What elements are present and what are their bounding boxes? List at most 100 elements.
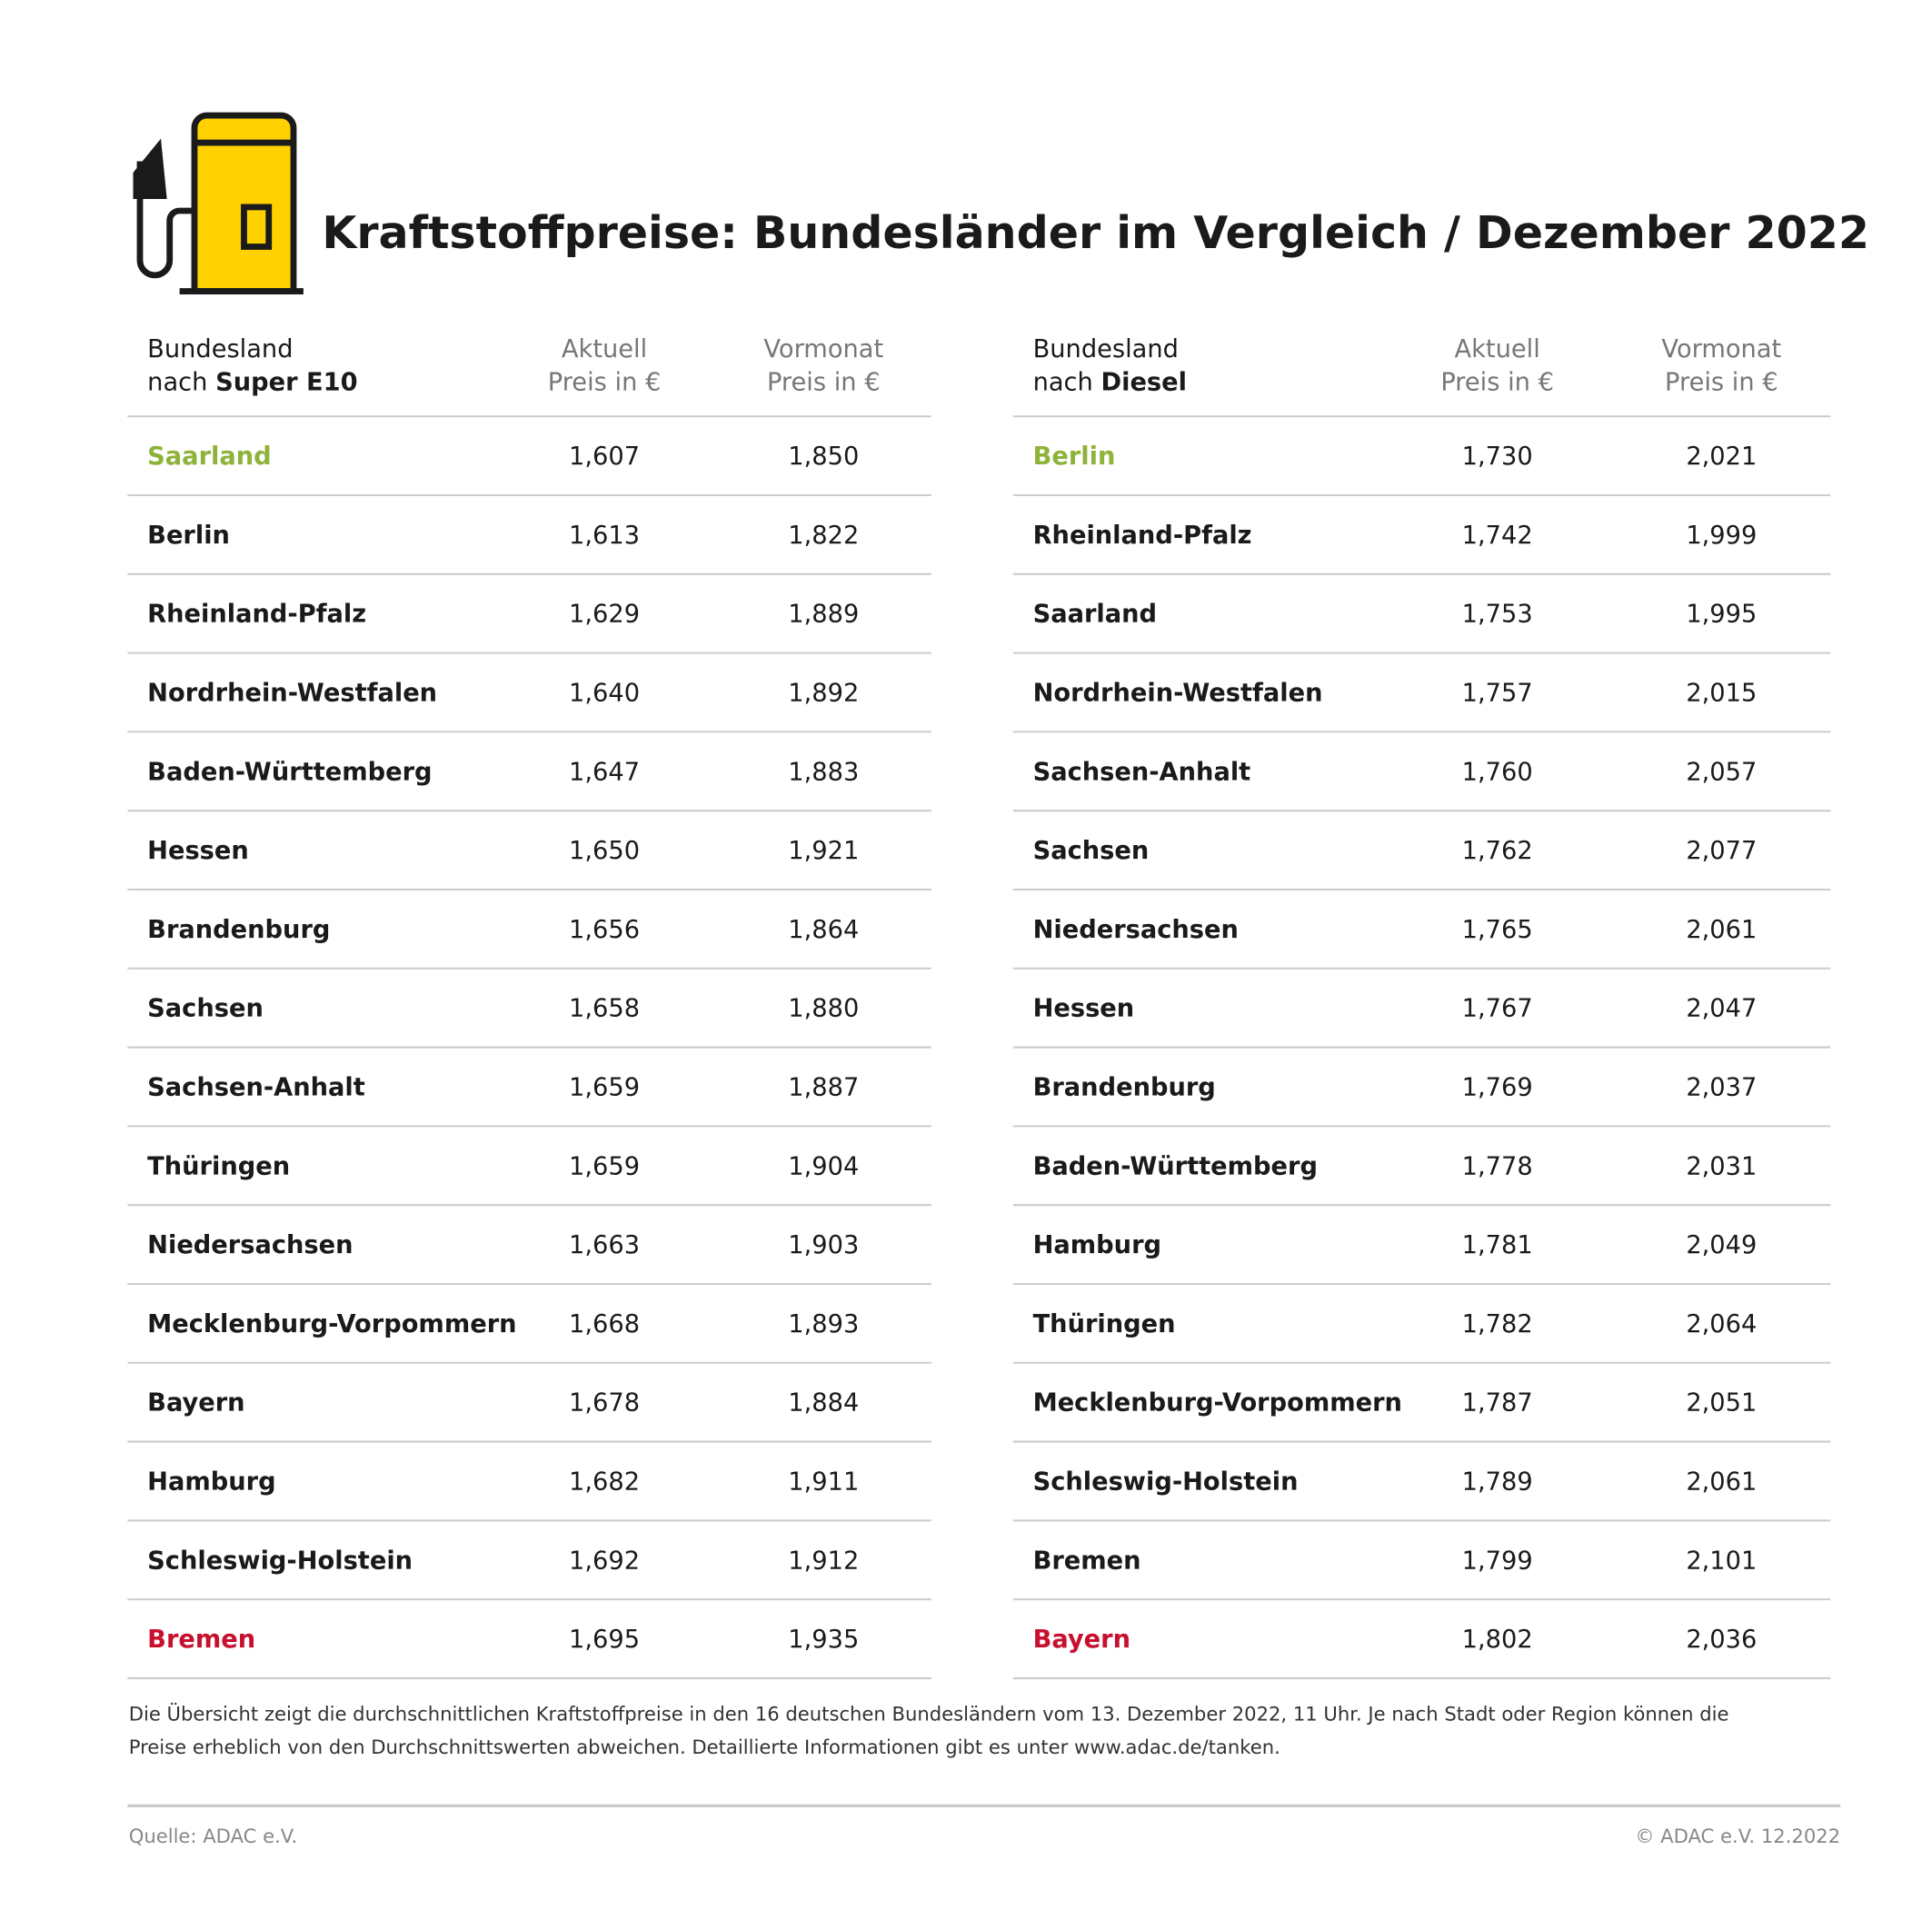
footnote: Preise erheblich von den Durchschnittswe… xyxy=(129,1736,1280,1758)
state-name: Rheinland-Pfalz xyxy=(147,601,366,629)
price-previous: 2,077 xyxy=(1686,837,1757,865)
price-current: 1,762 xyxy=(1462,837,1533,865)
price-current: 1,613 xyxy=(569,522,640,550)
price-current: 1,658 xyxy=(569,995,640,1023)
state-name: Bayern xyxy=(1033,1626,1130,1654)
state-name: Brandenburg xyxy=(147,916,330,944)
price-previous: 2,047 xyxy=(1686,995,1757,1023)
copyright: © ADAC e.V. 12.2022 xyxy=(1635,1825,1840,1847)
state-name: Mecklenburg-Vorpommern xyxy=(1033,1389,1402,1418)
price-previous: 2,051 xyxy=(1686,1389,1757,1418)
price-previous: 2,057 xyxy=(1686,758,1757,786)
price-current: 1,767 xyxy=(1462,995,1533,1023)
price-current: 1,640 xyxy=(569,680,640,708)
price-previous: 1,887 xyxy=(788,1074,859,1102)
state-name: Niedersachsen xyxy=(1033,916,1239,944)
column-header: Aktuell xyxy=(562,335,647,363)
price-previous: 1,880 xyxy=(788,995,859,1023)
table: Bundesland nach Super E10 Aktuell Preis in … xyxy=(127,335,931,1679)
state-name: Niedersachsen xyxy=(147,1231,353,1259)
price-previous: 1,892 xyxy=(788,680,859,708)
state-name: Bayern xyxy=(147,1389,244,1418)
state-name: Nordrhein-Westfalen xyxy=(147,680,437,708)
price-current: 1,769 xyxy=(1462,1074,1533,1102)
price-current: 1,678 xyxy=(569,1389,640,1418)
price-current: 1,802 xyxy=(1462,1626,1533,1654)
state-name: Hessen xyxy=(1033,995,1135,1023)
price-previous: 1,893 xyxy=(788,1310,859,1338)
state-name: Sachsen-Anhalt xyxy=(1033,758,1251,786)
header-label: Bundesland xyxy=(1033,335,1179,363)
price-current: 1,778 xyxy=(1462,1152,1533,1180)
price-current: 1,607 xyxy=(569,443,640,471)
price-previous: 2,036 xyxy=(1686,1626,1757,1654)
price-current: 1,757 xyxy=(1462,680,1533,708)
state-name: Hessen xyxy=(147,837,249,865)
price-current: 1,730 xyxy=(1462,443,1533,471)
state-name: Schleswig-Holstein xyxy=(147,1547,413,1575)
price-current: 1,765 xyxy=(1462,916,1533,944)
price-current: 1,659 xyxy=(569,1152,640,1180)
price-previous: 2,037 xyxy=(1686,1074,1757,1102)
price-previous: 2,061 xyxy=(1686,1467,1757,1496)
price-previous: 2,064 xyxy=(1686,1310,1757,1338)
column-header: Vormonat xyxy=(1661,335,1781,363)
state-name: Thüringen xyxy=(1033,1310,1176,1338)
column-header: Preis in € xyxy=(767,369,881,397)
state-name: Sachsen-Anhalt xyxy=(147,1074,365,1102)
state-name: Hamburg xyxy=(147,1467,275,1496)
state-name: Sachsen xyxy=(147,995,264,1023)
price-previous: 1,884 xyxy=(788,1389,859,1418)
column-header: Preis in € xyxy=(548,369,662,397)
state-name: Bremen xyxy=(1033,1547,1141,1575)
price-current: 1,647 xyxy=(569,758,640,786)
state-name: Saarland xyxy=(147,443,271,471)
price-current: 1,799 xyxy=(1462,1547,1533,1575)
price-previous: 1,903 xyxy=(788,1231,859,1259)
price-previous: 2,021 xyxy=(1686,443,1757,471)
price-previous: 1,995 xyxy=(1686,601,1757,629)
price-current: 1,659 xyxy=(569,1074,640,1102)
price-previous: 1,889 xyxy=(788,601,859,629)
state-name: Rheinland-Pfalz xyxy=(1033,522,1252,550)
price-previous: 2,061 xyxy=(1686,916,1757,944)
price-current: 1,668 xyxy=(569,1310,640,1338)
column-header: Aktuell xyxy=(1455,335,1540,363)
state-name: Brandenburg xyxy=(1033,1074,1216,1102)
price-current: 1,742 xyxy=(1462,522,1533,550)
header-label: nach Diesel xyxy=(1033,369,1187,397)
state-name: Baden-Württemberg xyxy=(147,758,432,786)
price-previous: 2,015 xyxy=(1686,680,1757,708)
price-current: 1,682 xyxy=(569,1467,640,1496)
state-name: Baden-Württemberg xyxy=(1033,1152,1318,1180)
header-label: Bundesland xyxy=(147,335,293,363)
price-previous: 1,921 xyxy=(788,837,859,865)
table: Bundesland nach Diesel Aktuell Preis in € Vo… xyxy=(1012,335,1831,1679)
price-current: 1,629 xyxy=(569,601,640,629)
price-previous: 1,883 xyxy=(788,758,859,786)
state-name: Nordrhein-Westfalen xyxy=(1033,680,1323,708)
state-name: Berlin xyxy=(1033,443,1116,471)
price-current: 1,781 xyxy=(1462,1231,1533,1259)
price-previous: 2,049 xyxy=(1686,1231,1757,1259)
price-current: 1,782 xyxy=(1462,1310,1533,1338)
header-prefix: nach xyxy=(147,369,207,397)
price-previous: 2,031 xyxy=(1686,1152,1757,1180)
state-name: Saarland xyxy=(1033,601,1157,629)
price-current: 1,760 xyxy=(1462,758,1533,786)
state-name: Berlin xyxy=(147,522,230,550)
price-previous: 1,904 xyxy=(788,1152,859,1180)
price-previous: 2,101 xyxy=(1686,1547,1757,1575)
price-current: 1,656 xyxy=(569,916,640,944)
title: Kraftstoffpreise: Bundesländer im Vergle… xyxy=(322,206,1869,259)
fuel-pump-icon xyxy=(133,112,304,294)
header-prefix: nach xyxy=(1033,369,1093,397)
price-current: 1,789 xyxy=(1462,1467,1533,1496)
column-header: Vormonat xyxy=(763,335,883,363)
price-previous: 1,912 xyxy=(788,1547,859,1575)
price-previous: 1,999 xyxy=(1686,522,1757,550)
price-previous: 1,935 xyxy=(788,1626,859,1654)
state-name: Sachsen xyxy=(1033,837,1150,865)
